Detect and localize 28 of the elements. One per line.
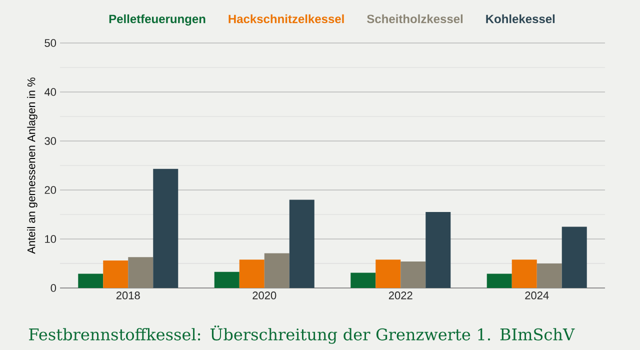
bar (78, 274, 104, 288)
y-tick-label: 10 (45, 235, 56, 243)
y-tick-label: 40 (44, 88, 56, 96)
bar (289, 200, 314, 288)
bar (562, 226, 587, 288)
y-tick-label: 0 (50, 284, 56, 292)
text: Kohlekessel (486, 14, 555, 24)
y-tick-label: 50 (44, 39, 56, 47)
bar (153, 168, 178, 288)
y-axis-title: Anteil an gemessenen Anlagen in % (27, 78, 38, 254)
bar (103, 260, 128, 288)
text: Festbrennstoffkessel: Überschreitung der Grenzwerte 1. BImSchV (29, 326, 575, 344)
bar (426, 212, 451, 288)
bar (239, 260, 264, 288)
bar (214, 272, 240, 288)
y-tick-label: 20 (44, 186, 56, 194)
text: Pelletfeuerungen (109, 14, 206, 26)
x-tick-label: 2020 (252, 292, 276, 300)
text: Scheitholzkessel (367, 14, 463, 24)
x-tick-label: 2022 (388, 292, 412, 300)
y-tick-label: 30 (44, 137, 56, 145)
text: Hackschnitzelkessel (228, 14, 344, 24)
x-tick-label: 2018 (116, 292, 140, 300)
x-tick-label: 2024 (525, 292, 549, 300)
bar (376, 260, 401, 288)
bar (350, 272, 376, 288)
bar (486, 274, 512, 288)
bar (512, 260, 537, 288)
